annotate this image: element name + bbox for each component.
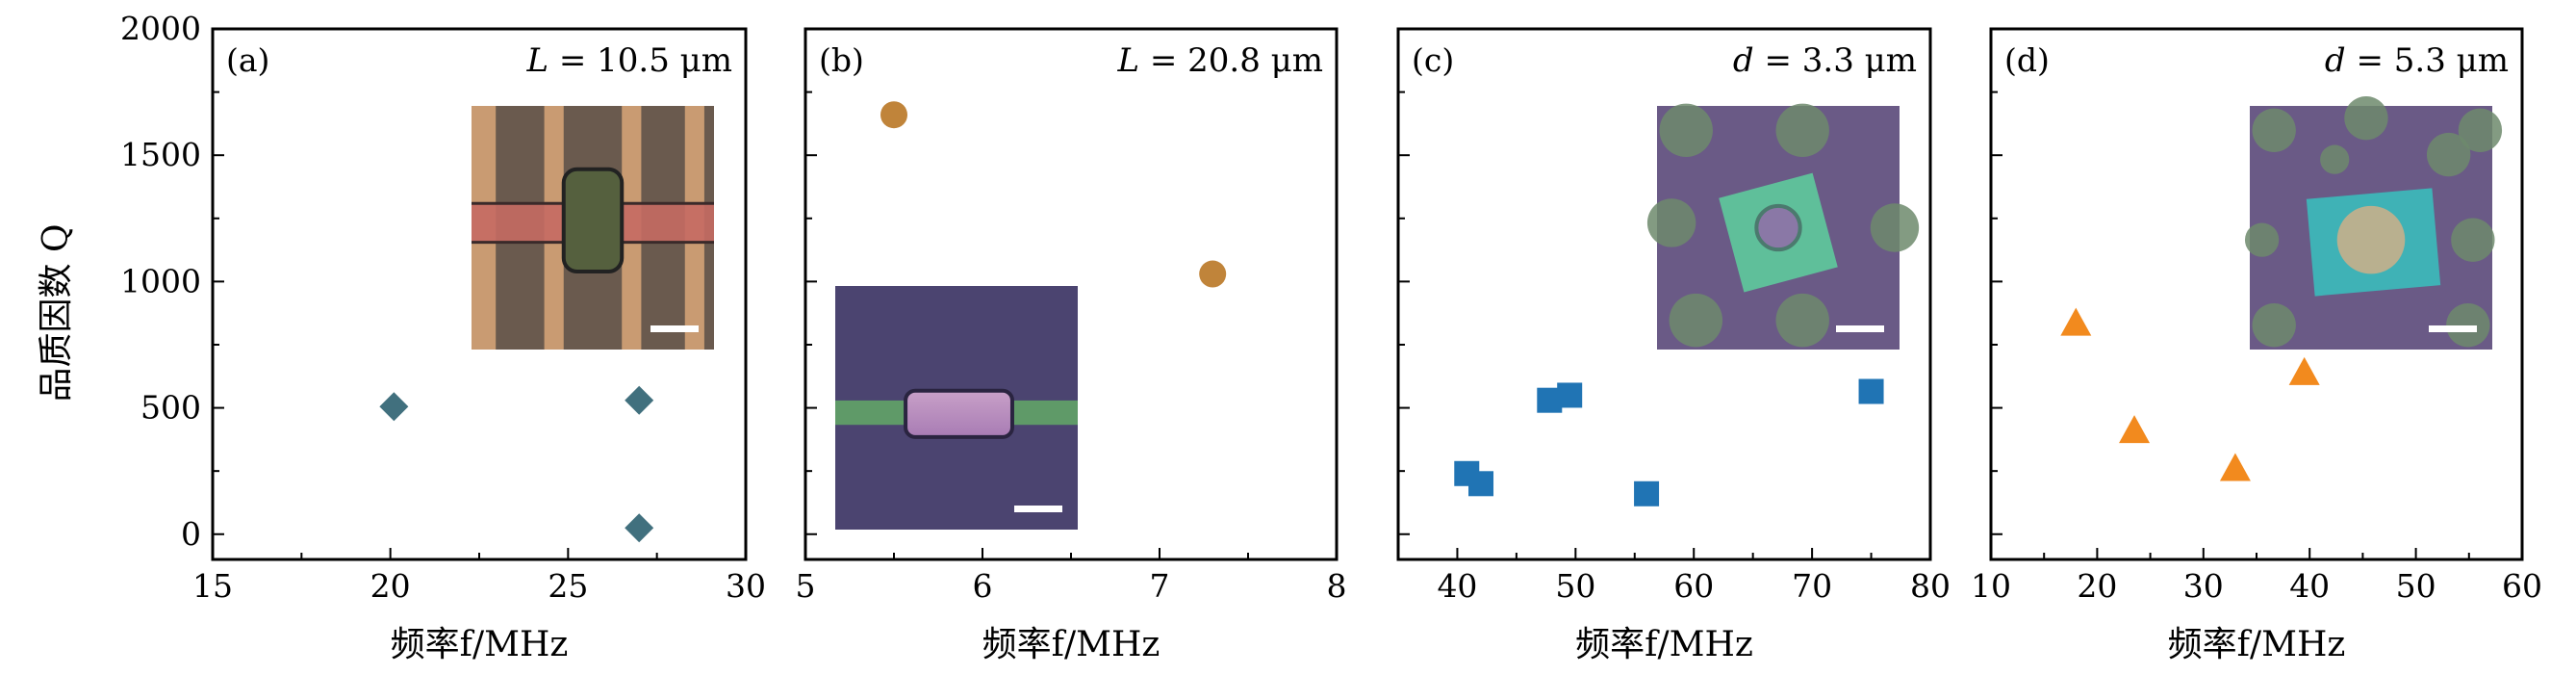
inset-scale-bar [650, 325, 699, 332]
x-tick-label: 50 [2396, 567, 2436, 605]
inset-hole [2252, 303, 2296, 348]
data-point [2219, 453, 2251, 481]
chart-panel: 5 6 7 8 频率f/MHz (b) L = 20.8 μm [796, 27, 1347, 664]
panel-label: (d) [2004, 41, 2050, 79]
x-tick-label: 30 [2183, 567, 2224, 605]
inset-trench [904, 388, 1014, 439]
inset-micrograph [835, 286, 1078, 530]
x-tick-label: 60 [1673, 567, 1714, 605]
y-tick-label: 0 [181, 515, 201, 553]
data-point [1634, 480, 1660, 506]
inset-hole [2446, 303, 2490, 348]
inset-drum [1754, 203, 1802, 252]
data-point [1199, 260, 1227, 288]
inset-scale-bar [2429, 325, 2477, 332]
inset-hole [2426, 132, 2471, 177]
x-tick-label: 40 [2289, 567, 2330, 605]
x-tick-label: 70 [1792, 567, 1832, 605]
annotation-value: = 20.8 μm [1139, 41, 1323, 80]
data-point [2288, 356, 2320, 385]
inset-hole [1775, 103, 1829, 158]
y-axis-label: 品质因数 Q [37, 224, 76, 402]
annotation-variable: d [2325, 41, 2346, 80]
inset-hole [2451, 218, 2495, 262]
x-tick-label: 80 [1910, 567, 1951, 605]
inset-hole [1775, 293, 1829, 348]
inset-micrograph [472, 106, 714, 350]
x-axis-label: 频率f/MHz [2168, 625, 2346, 664]
x-tick-label: 20 [2077, 567, 2117, 605]
x-axis-label: 频率f/MHz [982, 625, 1160, 664]
x-tick-label: 7 [1150, 567, 1170, 605]
inset-hole [1646, 198, 1696, 247]
inset-hole [1870, 203, 1920, 252]
chart-panel: 10 20 30 40 50 60 频率f/MHz (d) d = 5.3 μm [1971, 27, 2542, 664]
data-point [625, 385, 654, 415]
annotation-value: = 10.5 μm [548, 41, 732, 80]
plot-frame [1396, 27, 1932, 561]
inset-micrograph [2244, 95, 2503, 350]
inset-hole [2320, 144, 2350, 174]
inset-hole [1659, 103, 1713, 158]
y-tick-label: 500 [140, 389, 201, 427]
inset-hole [2344, 95, 2388, 141]
x-tick-label: 30 [726, 567, 766, 605]
x-tick-label: 50 [1555, 567, 1595, 605]
chart-panel: 40 50 60 70 80 频率f/MHz (c) d = 3.3 μm [1396, 27, 1951, 664]
x-tick-label: 10 [1971, 567, 2011, 605]
panel-annotation: d = 5.3 μm [2325, 41, 2509, 80]
data-point [2060, 307, 2092, 336]
annotation-variable: L [525, 41, 548, 80]
x-tick-label: 25 [548, 567, 588, 605]
y-tick-label: 1000 [120, 262, 201, 299]
data-point [625, 513, 654, 543]
y-tick-label: 2000 [120, 10, 201, 47]
annotation-value: = 5.3 μm [2346, 41, 2509, 80]
panel-label: (b) [819, 41, 864, 79]
inset-hole [2244, 222, 2280, 257]
panel-label: (c) [1412, 41, 1454, 79]
data-point [1557, 382, 1583, 408]
inset-trench [561, 167, 625, 274]
inset-micrograph [1646, 103, 1920, 350]
x-tick-label: 15 [192, 567, 233, 605]
x-tick-label: 20 [370, 567, 411, 605]
x-axis-label: 频率f/MHz [391, 625, 569, 664]
x-tick-label: 8 [1327, 567, 1347, 605]
chart-panel: 15 20 25 30 0 500 1000 1500 2000 频率f/MHz (a) L = 10… [120, 10, 766, 664]
inset-scale-bar [1836, 325, 1884, 332]
panel-label: (a) [226, 41, 269, 79]
data-point [1468, 471, 1494, 497]
panel-annotation: d = 3.3 μm [1733, 41, 1917, 80]
y-tick-label: 1500 [120, 136, 201, 173]
annotation-variable: L [1116, 41, 1139, 80]
x-tick-label: 60 [2502, 567, 2542, 605]
annotation-variable: d [1733, 41, 1754, 80]
annotation-value: = 3.3 μm [1754, 41, 1917, 80]
data-point [2119, 415, 2151, 444]
x-axis-label: 频率f/MHz [1575, 625, 1753, 664]
data-point [880, 101, 907, 129]
inset-drum [2336, 205, 2406, 274]
x-tick-label: 5 [796, 567, 816, 605]
data-point [379, 392, 409, 422]
inset-hole [2252, 108, 2296, 152]
inset-hole [2458, 108, 2503, 152]
x-tick-label: 40 [1437, 567, 1477, 605]
inset-scale-bar [1014, 506, 1062, 512]
data-point [1858, 378, 1884, 404]
inset-hole [1669, 293, 1723, 348]
x-tick-label: 6 [973, 567, 993, 605]
panel-annotation: L = 10.5 μm [525, 41, 732, 80]
panel-annotation: L = 20.8 μm [1116, 41, 1323, 80]
